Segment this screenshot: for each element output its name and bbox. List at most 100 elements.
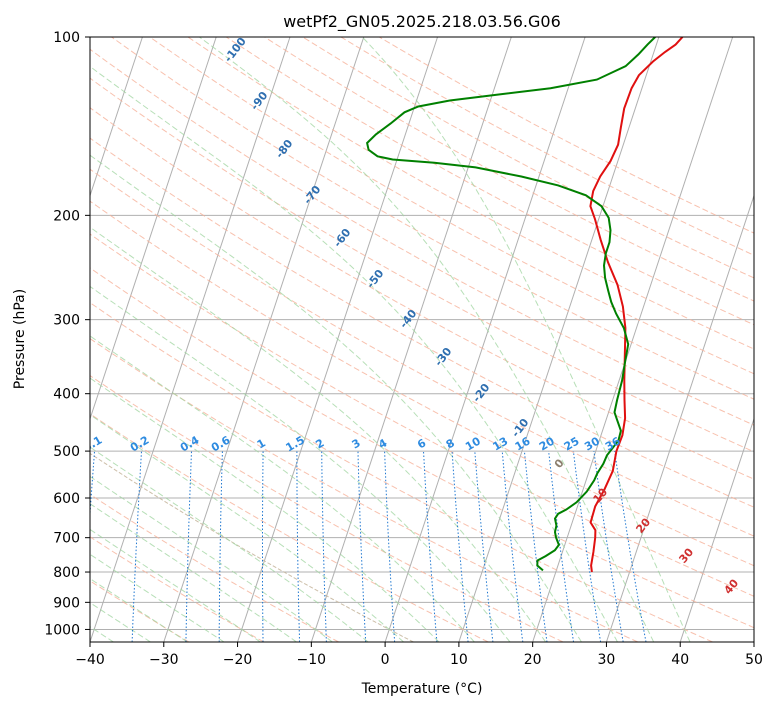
isotherm-line [532,37,734,642]
isotherm-line [605,194,754,642]
y-axis-label: Pressure (hPa) [12,289,28,389]
moist-adiabat-line [90,377,440,642]
x-tick-label: 20 [524,652,542,668]
mixing-ratio-line [474,451,494,642]
moist-adiabat-line [90,553,225,642]
mixing-ratio-line [185,451,192,642]
x-tick-label: 50 [745,652,763,668]
y-tick-label: 900 [53,595,80,611]
moist-adiabat-line [90,475,333,642]
isotherm-line [90,37,143,198]
y-tick-label: 600 [53,491,80,507]
mixing-ratio-label: 3 [350,436,363,451]
mixing-ratio-line [451,451,469,642]
moist-adiabat-line [90,528,261,642]
mixing-ratio-label: 30 [582,434,602,453]
profile-series [366,37,684,573]
moist-adiabat-label: -70 [301,183,324,207]
y-tick-label: 300 [53,313,80,329]
mixing-ratio-line [423,451,438,642]
isotherm-line [163,37,365,642]
mixing-ratio-line [548,451,574,642]
dry-adiabat-line [378,37,754,234]
plot-area: 0.1 0.2 0.4 0.6 1 1.5 2 3 4 6 8 10 13 16 20 25 30 36-100-… [0,35,754,642]
moist-adiabat-line [90,335,475,642]
x-tick-label: −20 [223,652,253,668]
grid [0,37,754,642]
axis-ticks: −40 −30 −20 −10 0 10 20 30 40 5010020030040050060… [44,30,763,668]
x-tick-label: 40 [671,652,689,668]
mixing-ratio-line [131,451,142,642]
y-tick-label: 700 [53,531,80,547]
moist-adiabat-label: -20 [470,381,493,405]
mixing-ratio-label: 20 [537,434,557,453]
dry-adiabat-line [90,137,754,508]
moist-adiabat-line [199,37,655,642]
y-tick-label: 800 [53,565,80,581]
y-tick-label: 1000 [44,622,80,638]
moist-adiabat-label: -100 [222,35,249,65]
dry-adiabat-line [90,48,754,426]
isotherm-line [0,37,69,642]
temperature-line [589,37,684,573]
x-axis-label: Temperature (°C) [361,681,483,697]
mixing-ratio-label: 4 [376,436,389,451]
dry-adiabat-line [302,37,754,279]
mixing-ratio-label: 10 [463,434,483,453]
dry-adiabat-line [187,37,754,350]
line-labels: 0.1 0.2 0.4 0.6 1 1.5 2 3 4 6 8 10 13 16 20 25 30 36-100-… [90,35,741,597]
dry-adiabat-line [111,37,754,400]
mixing-ratio-label: 13 [491,435,511,454]
isotherm-line [458,37,660,642]
plot-frame [89,36,755,643]
isotherm-line [753,640,754,642]
dewpoint-line [366,37,656,572]
moist-adiabat-line [90,285,511,642]
dry-adiabat-label: 20 [633,515,653,535]
moist-adiabat-line [361,37,691,642]
isotherm-line [90,37,291,642]
moist-adiabat-line [90,578,188,642]
moist-adiabat-line [90,226,547,642]
dry-adiabat-label: 40 [721,576,741,596]
chart-title: wetPf2_GN05.2025.218.03.56.G06 [283,12,561,32]
moist-adiabat-line [90,446,369,642]
x-tick-label: 0 [381,652,390,668]
dry-adiabat-line [90,375,564,642]
y-tick-label: 400 [53,387,80,403]
x-tick-label: 10 [450,652,468,668]
isotherm-line [384,37,586,642]
moist-adiabat-label: -90 [248,89,271,113]
dry-adiabat-label: 0 [552,456,567,470]
mixing-ratio-line [296,451,301,642]
moist-adiabat-label: -40 [397,307,420,331]
mixing-ratio-line [523,451,548,642]
isotherm-line [679,417,754,642]
x-tick-label: 30 [598,652,616,668]
moist-adiabat-label: -10 [509,416,532,440]
moist-adiabat-label: -60 [331,226,354,250]
moist-adiabat-label: -30 [432,345,455,369]
dry-adiabat-line [90,536,264,642]
mixing-ratio-line [90,451,95,521]
dry-adiabat-line [90,302,713,642]
dry-adiabat-line [90,338,639,642]
y-tick-label: 500 [53,444,80,460]
moist-adiabat-label: -50 [364,267,387,291]
x-tick-label: −10 [297,652,327,668]
mixing-ratio-line [218,451,223,642]
dry-adiabat-line [90,77,754,453]
x-tick-label: −40 [75,652,105,668]
dry-adiabat-line [90,413,489,642]
mixing-ratio-line [357,451,367,642]
y-tick-label: 100 [53,30,80,46]
dry-adiabat-label: 10 [590,485,610,505]
mixing-ratio-line [321,451,327,642]
dry-adiabat-line [90,168,754,537]
x-tick-label: −30 [149,652,179,668]
moist-adiabat-line [90,414,404,642]
mixing-ratio-label: 25 [562,435,582,454]
isotherm-line [90,37,217,421]
dry-adiabat-line [264,37,754,302]
